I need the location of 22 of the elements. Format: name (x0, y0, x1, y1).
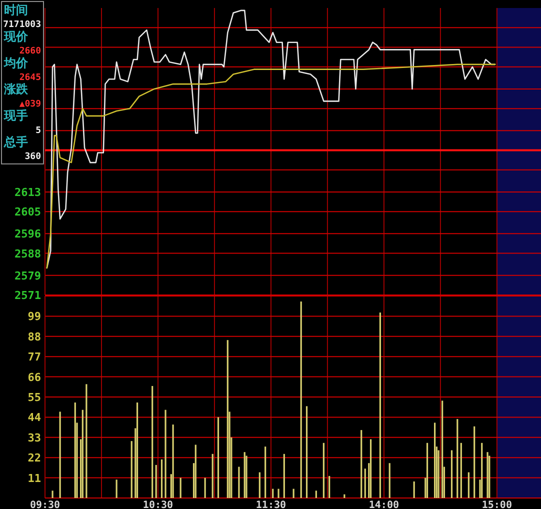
y-tick-label: 2571 (14, 289, 42, 302)
y-tick-label: 2588 (14, 247, 41, 260)
x-tick-label: 15:00 (482, 500, 512, 509)
y-tick-label: 44 (28, 411, 42, 424)
y-tick-label: 2605 (14, 206, 41, 219)
y-tick-label: 77 (28, 350, 41, 364)
y-tick-label: 99 (28, 310, 41, 324)
x-tick-label: 10:30 (142, 500, 174, 509)
line-series (46, 64, 496, 269)
y-tick-label: 2579 (14, 269, 41, 282)
y-tick-label: 22 (28, 452, 41, 465)
info-card: 时间 7171003 现价 2660 均价 2645 涨跌 ▲039 现手 5 总手 360 (1, 1, 44, 164)
x-tick-label: 09:30 (30, 500, 60, 509)
y-tick-label: 88 (28, 330, 41, 344)
y-tick-label: 55 (28, 391, 41, 404)
y-tick-label: 11 (28, 472, 42, 485)
y-tick-label: 2613 (14, 186, 41, 199)
y-tick-label: 66 (28, 370, 42, 384)
x-tick-label: 11:30 (256, 500, 286, 509)
x-tick-label: 14:00 (368, 500, 400, 509)
y-tick-label: 33 (28, 431, 41, 444)
y-tick-label: 2596 (14, 228, 42, 241)
